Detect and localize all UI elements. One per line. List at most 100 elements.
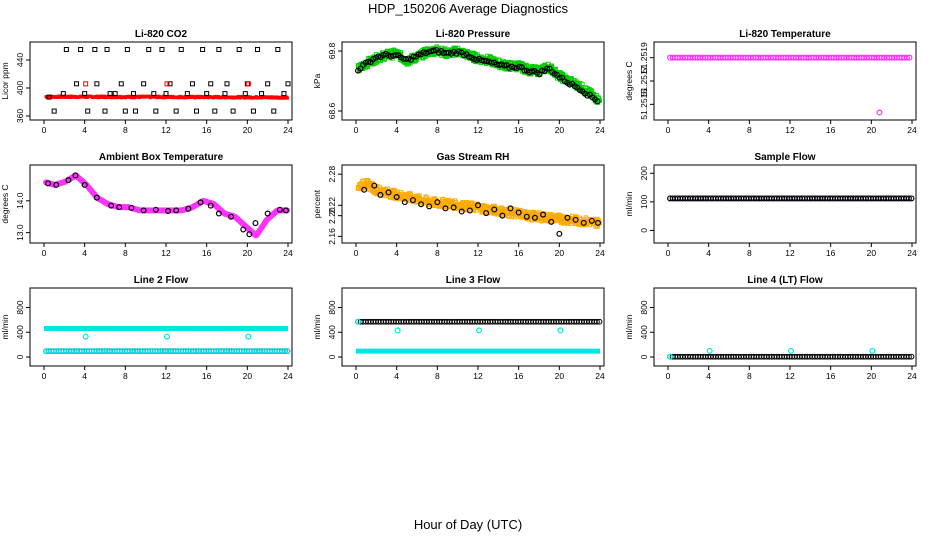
x-tick-label: 20 <box>867 371 877 381</box>
data-point <box>365 58 372 65</box>
data-point <box>72 172 79 179</box>
chart-line-4-lt-flow: Line 4 (LT) Flow 0 4 8 12 16 20 24 0 400 800 ml/min <box>624 275 917 381</box>
data-point <box>539 67 546 74</box>
series-sample-flow-averages <box>667 195 915 202</box>
data-point <box>548 218 555 225</box>
data-point <box>540 211 547 218</box>
data-point <box>869 347 876 354</box>
x-tick-label: 12 <box>473 371 483 381</box>
x-tick-label: 8 <box>435 125 440 135</box>
data-point <box>285 81 291 87</box>
data-point <box>230 108 236 114</box>
series-co2-samples <box>46 47 291 114</box>
x-tick-label: 20 <box>243 248 253 258</box>
series-temperature-samples <box>667 54 913 61</box>
data-point <box>282 348 288 355</box>
data-point <box>108 202 115 209</box>
data-point <box>82 333 89 340</box>
data-point <box>264 210 271 217</box>
data-point <box>60 91 66 97</box>
y-tick-label: 14.0 <box>15 192 25 209</box>
x-tick-label: 8 <box>747 248 752 258</box>
data-point <box>906 353 912 360</box>
plot-area <box>355 44 602 105</box>
data-point <box>152 206 159 213</box>
x-tick-label: 4 <box>82 125 87 135</box>
data-point <box>596 318 603 325</box>
y-axis-label: ml/min <box>0 314 10 339</box>
x-tick-label: 12 <box>473 125 483 135</box>
data-point <box>491 206 498 213</box>
x-tick-label: 0 <box>354 125 359 135</box>
data-point <box>908 195 915 202</box>
data-point <box>94 81 100 87</box>
data-point <box>426 203 433 210</box>
data-point <box>906 195 912 202</box>
data-point <box>271 108 277 114</box>
data-point <box>523 213 530 220</box>
data-point <box>178 47 184 52</box>
chart-title: Line 2 Flow <box>134 275 189 286</box>
x-tick-label: 8 <box>747 125 752 135</box>
y-tick-label: 400 <box>639 325 649 339</box>
y-tick-label: 400 <box>15 325 25 339</box>
data-point <box>401 199 408 206</box>
data-point <box>393 194 400 201</box>
data-point <box>361 186 368 193</box>
data-point <box>92 47 98 52</box>
data-point <box>285 96 289 100</box>
x-tick-label: 20 <box>867 125 877 135</box>
series-temperature-outlier <box>876 109 883 116</box>
y-axis-label: degrees C <box>624 61 634 100</box>
data-point <box>236 47 242 52</box>
chart-line-3-flow: Line 3 Flow 0 4 8 12 16 20 24 0 400 800 ml/min <box>312 275 605 381</box>
x-tick-label: 4 <box>706 125 711 135</box>
plot-frame <box>29 287 293 367</box>
data-point <box>876 109 883 116</box>
x-tick-label: 24 <box>907 371 917 381</box>
y-tick-label: 400 <box>15 81 25 95</box>
y-axis-label: kPa <box>312 73 322 88</box>
series-line-4-flow <box>667 353 915 360</box>
chart-gas-stream-rh: Gas Stream RH 0 4 8 12 16 20 24 2.16 2.202.22 2.28… <box>312 152 605 258</box>
data-point <box>265 81 271 87</box>
data-point <box>523 62 529 68</box>
data-point <box>577 80 583 86</box>
data-point <box>245 333 252 340</box>
data-point <box>164 333 171 340</box>
data-point <box>284 348 291 355</box>
data-point <box>531 214 538 221</box>
data-point <box>501 62 508 69</box>
x-tick-label: 0 <box>666 125 671 135</box>
plot-area <box>667 195 915 202</box>
data-point <box>207 202 214 209</box>
data-point <box>458 208 465 215</box>
data-point <box>140 207 147 214</box>
y-tick-label: 800 <box>639 300 649 314</box>
data-point <box>163 91 169 97</box>
chart-title: Gas Stream RH <box>437 152 510 163</box>
data-point <box>74 81 80 87</box>
x-tick-label: 24 <box>283 125 293 135</box>
x-tick-label: 4 <box>394 248 399 258</box>
data-point <box>112 91 118 97</box>
x-tick-label: 8 <box>123 125 128 135</box>
data-point <box>197 199 204 206</box>
x-tick-label: 20 <box>555 248 565 258</box>
plot-area <box>43 172 290 239</box>
chart-title: Line 3 Flow <box>446 275 501 286</box>
data-point <box>122 108 128 114</box>
y-tick-label: 0 <box>15 354 25 359</box>
x-tick-label: 0 <box>666 248 671 258</box>
data-point <box>394 327 401 334</box>
series-pressure-averages <box>355 46 601 105</box>
data-point <box>159 47 165 52</box>
x-tick-label: 4 <box>394 125 399 135</box>
data-point <box>222 91 228 97</box>
x-tick-label: 8 <box>747 371 752 381</box>
data-point <box>476 327 483 334</box>
data-point <box>528 68 535 75</box>
x-tick-label: 16 <box>826 125 836 135</box>
x-tick-label: 20 <box>555 371 565 381</box>
x-tick-label: 16 <box>514 125 524 135</box>
